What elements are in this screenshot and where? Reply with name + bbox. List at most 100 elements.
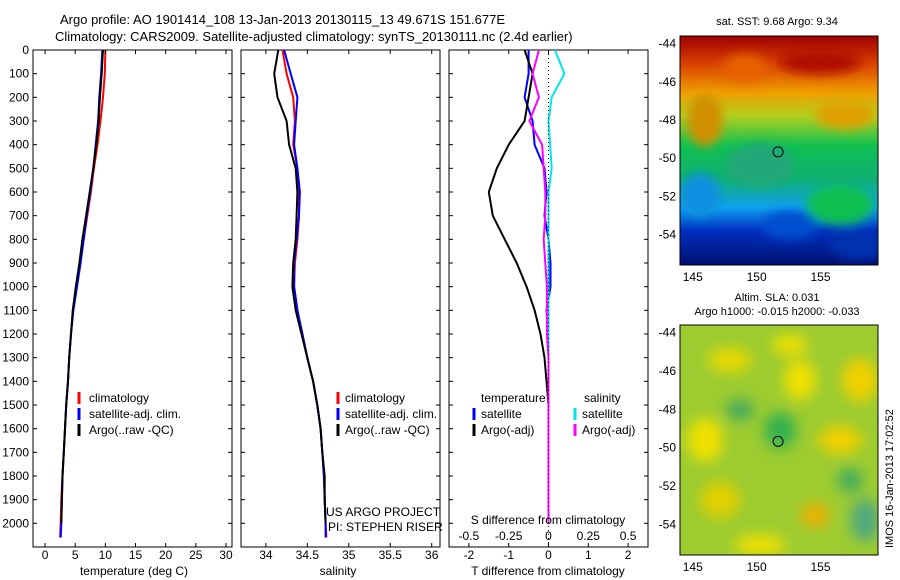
x-tick-label: 2 xyxy=(625,548,632,562)
map-lat-label: -54 xyxy=(659,517,677,531)
map-lat-label: -52 xyxy=(659,479,677,493)
legend-sal-argo: Argo(-adj) xyxy=(582,423,635,437)
sla-map-title: Altim. SLA: 0.031 xyxy=(735,292,820,304)
map-lon-label: 150 xyxy=(747,270,767,284)
map-lat-label: -50 xyxy=(659,441,677,455)
depth-tick-label: 900 xyxy=(9,256,29,270)
t-difference-axis-label: T difference from climatology xyxy=(471,564,625,578)
sst-argo-position-marker xyxy=(772,146,784,158)
profile-line-salinity-argo-adj- xyxy=(528,49,550,524)
s-diff-tick-label: -0.5 xyxy=(459,529,480,543)
depth-tick-label: 1900 xyxy=(2,493,29,507)
depth-tick-label: 700 xyxy=(9,209,29,223)
profile-line-satellite-adj-clim- xyxy=(59,49,104,538)
legend-satellite-adj-sal: satellite-adj. clim. xyxy=(345,407,437,421)
x-axis-ticks: 0 5 10 15 20 25 30 34 34.5 35 35.5 36 -2 -1 0 1 2 -0.5 -0.… xyxy=(42,50,637,562)
depth-tick-label: 100 xyxy=(9,67,29,81)
map-lon-label: 145 xyxy=(683,270,703,284)
x-tick-label: 34.5 xyxy=(296,548,320,562)
map-lat-label: -48 xyxy=(659,113,677,127)
difference-profiles xyxy=(487,49,566,524)
x-tick-label: 10 xyxy=(99,548,113,562)
temperature-panel-frame xyxy=(32,49,233,548)
legend-temp-argo: Argo(-adj) xyxy=(481,423,534,437)
legend-climatology: climatology xyxy=(89,391,149,405)
depth-tick-label: 1400 xyxy=(2,374,29,388)
x-tick-label: 35.5 xyxy=(379,548,403,562)
legend-satellite-adj: satellite-adj. clim. xyxy=(89,407,181,421)
legend-sal-satellite: satellite xyxy=(582,407,623,421)
temperature-profiles xyxy=(59,49,107,538)
legend-salinity-title: salinity xyxy=(584,391,621,405)
profile-line-climatology xyxy=(281,49,328,538)
temperature-legend: climatology satellite-adj. clim. Argo(..… xyxy=(77,391,181,437)
x-tick-label: 5 xyxy=(72,548,79,562)
map-lat-label: -44 xyxy=(659,37,677,51)
legend-temperature-title: temperature xyxy=(481,391,546,405)
depth-tick-label: 2000 xyxy=(2,516,29,530)
depth-axis: 0 100 200 300 400 500 600 700 800 900 1000 1100 1200… xyxy=(2,43,648,530)
sst-map-axes: 145 150 155 -44 -46 -48 -50 -52 -54 xyxy=(659,37,831,284)
depth-tick-label: 1100 xyxy=(3,303,29,317)
sst-map-title: sat. SST: 9.68 Argo: 9.34 xyxy=(716,16,838,28)
depth-tick-label: 200 xyxy=(9,90,29,104)
legend-argo: Argo(..raw -QC) xyxy=(89,423,174,437)
depth-tick-label: 500 xyxy=(9,161,29,175)
s-diff-tick-label: 0.5 xyxy=(620,529,637,543)
legend-argo-sal: Argo(..raw -QC) xyxy=(345,423,430,437)
depth-tick-label: 600 xyxy=(9,185,29,199)
map-lon-label: 150 xyxy=(747,560,767,574)
salinity-profiles xyxy=(273,49,328,538)
x-tick-label: 25 xyxy=(189,548,203,562)
x-tick-label: -1 xyxy=(503,548,514,562)
map-lat-label: -50 xyxy=(659,151,677,165)
imos-timestamp: IMOS 16-Jan-2013 17:02:52 xyxy=(884,409,896,548)
legend-climatology-sal: climatology xyxy=(345,391,405,405)
depth-tick-label: 1600 xyxy=(2,422,29,436)
salinity-axis-label: salinity xyxy=(320,564,357,578)
x-tick-label: 15 xyxy=(129,548,143,562)
figure-title-line1: Argo profile: AO 1901414_108 13-Jan-2013… xyxy=(60,12,505,27)
depth-tick-label: 1500 xyxy=(2,398,29,412)
x-tick-label: -2 xyxy=(464,548,475,562)
depth-tick-label: 1200 xyxy=(2,327,29,341)
x-tick-label: 0 xyxy=(545,548,552,562)
x-tick-label: 1 xyxy=(585,548,592,562)
depth-tick-label: 0 xyxy=(22,43,29,57)
profile-line-temperature-argo-adj- xyxy=(487,49,550,524)
x-tick-label: 35 xyxy=(342,548,356,562)
map-lon-label: 145 xyxy=(683,560,703,574)
s-diff-tick-label: 0.25 xyxy=(577,529,601,543)
depth-tick-label: 400 xyxy=(9,138,29,152)
sla-map xyxy=(680,325,878,555)
salinity-legend: climatology satellite-adj. clim. Argo(..… xyxy=(326,391,443,534)
pi-label: PI: STEPHEN RISER xyxy=(328,520,443,534)
s-diff-tick-label: 0 xyxy=(545,529,552,543)
sla-argo-position-marker xyxy=(772,435,784,447)
sla-map-subtitle: Argo h1000: -0.015 h2000: -0.033 xyxy=(694,306,859,318)
salinity-panel-frame xyxy=(240,49,441,548)
depth-tick-label: 800 xyxy=(9,232,29,246)
depth-tick-label: 1300 xyxy=(2,351,29,365)
map-lat-label: -48 xyxy=(659,402,677,416)
depth-tick-label: 1000 xyxy=(2,280,29,294)
map-lon-label: 155 xyxy=(811,560,831,574)
profile-line-satellite-adj-clim- xyxy=(283,49,327,538)
x-tick-label: 30 xyxy=(219,548,233,562)
map-lat-label: -46 xyxy=(659,364,677,378)
depth-tick-label: 1700 xyxy=(2,445,29,459)
x-tick-label: 20 xyxy=(159,548,173,562)
map-lat-label: -54 xyxy=(659,227,677,241)
difference-legend: temperature salinity satellite Argo(-adj… xyxy=(472,391,635,437)
x-tick-label: 34 xyxy=(259,548,273,562)
depth-tick-label: 300 xyxy=(9,114,29,128)
s-diff-tick-label: -0.25 xyxy=(495,529,523,543)
legend-temp-satellite: satellite xyxy=(481,407,522,421)
map-lat-label: -44 xyxy=(659,326,677,340)
map-lon-label: 155 xyxy=(811,270,831,284)
x-tick-label: 36 xyxy=(425,548,439,562)
map-lat-label: -46 xyxy=(659,75,677,89)
sla-map-axes: 145 150 155 -44 -46 -48 -50 -52 -54 xyxy=(659,326,831,574)
s-difference-axis-label: S difference from climatology xyxy=(471,513,626,527)
